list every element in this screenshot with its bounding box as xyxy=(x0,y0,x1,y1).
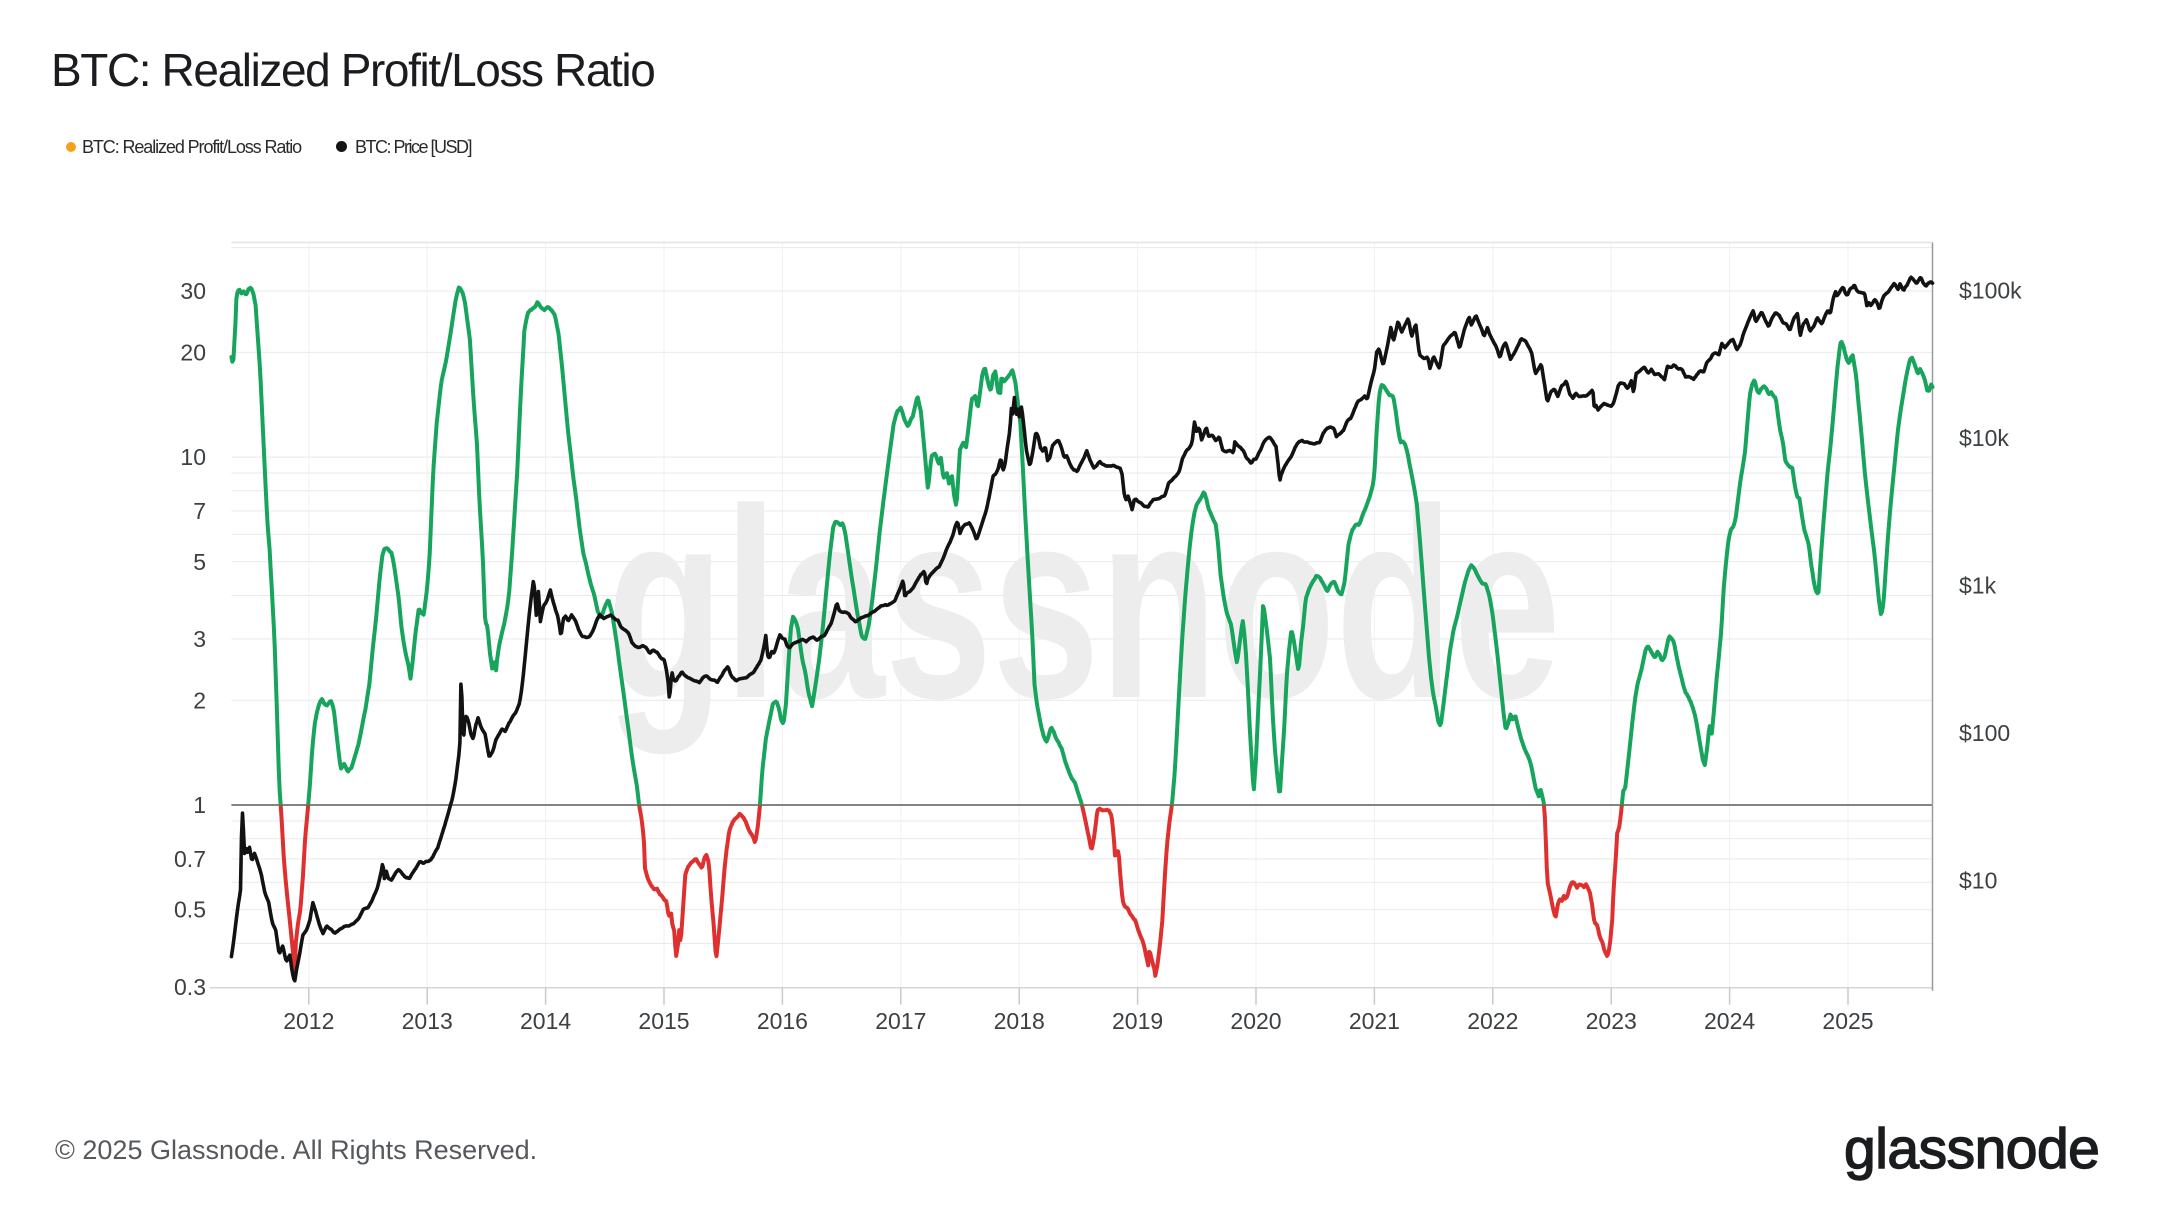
svg-text:0.3: 0.3 xyxy=(174,974,206,1000)
svg-text:2014: 2014 xyxy=(520,1008,571,1034)
svg-text:$100: $100 xyxy=(1959,720,2010,746)
svg-text:20: 20 xyxy=(180,339,206,365)
svg-text:2019: 2019 xyxy=(1112,1008,1163,1034)
svg-text:5: 5 xyxy=(193,549,206,575)
svg-text:2016: 2016 xyxy=(757,1008,808,1034)
svg-text:10: 10 xyxy=(180,444,206,470)
svg-text:2025: 2025 xyxy=(1822,1008,1873,1034)
svg-text:$10k: $10k xyxy=(1959,425,2009,451)
svg-text:2022: 2022 xyxy=(1467,1008,1518,1034)
svg-text:7: 7 xyxy=(193,498,206,524)
svg-text:2012: 2012 xyxy=(283,1008,334,1034)
svg-text:2021: 2021 xyxy=(1349,1008,1400,1034)
svg-text:$100k: $100k xyxy=(1959,278,2022,304)
svg-text:$10: $10 xyxy=(1959,868,1997,894)
svg-text:2024: 2024 xyxy=(1704,1008,1755,1034)
svg-text:2020: 2020 xyxy=(1230,1008,1281,1034)
svg-text:2013: 2013 xyxy=(402,1008,453,1034)
svg-text:3: 3 xyxy=(193,626,206,652)
svg-text:2023: 2023 xyxy=(1586,1008,1637,1034)
svg-text:1: 1 xyxy=(193,792,206,818)
svg-text:2018: 2018 xyxy=(994,1008,1045,1034)
svg-text:$1k: $1k xyxy=(1959,573,1997,599)
svg-text:2015: 2015 xyxy=(638,1008,689,1034)
svg-text:0.7: 0.7 xyxy=(174,846,206,872)
svg-text:2: 2 xyxy=(193,687,206,713)
svg-text:0.5: 0.5 xyxy=(174,897,206,923)
svg-text:30: 30 xyxy=(180,278,206,304)
svg-text:glassnode: glassnode xyxy=(606,453,1561,754)
svg-text:2017: 2017 xyxy=(875,1008,926,1034)
